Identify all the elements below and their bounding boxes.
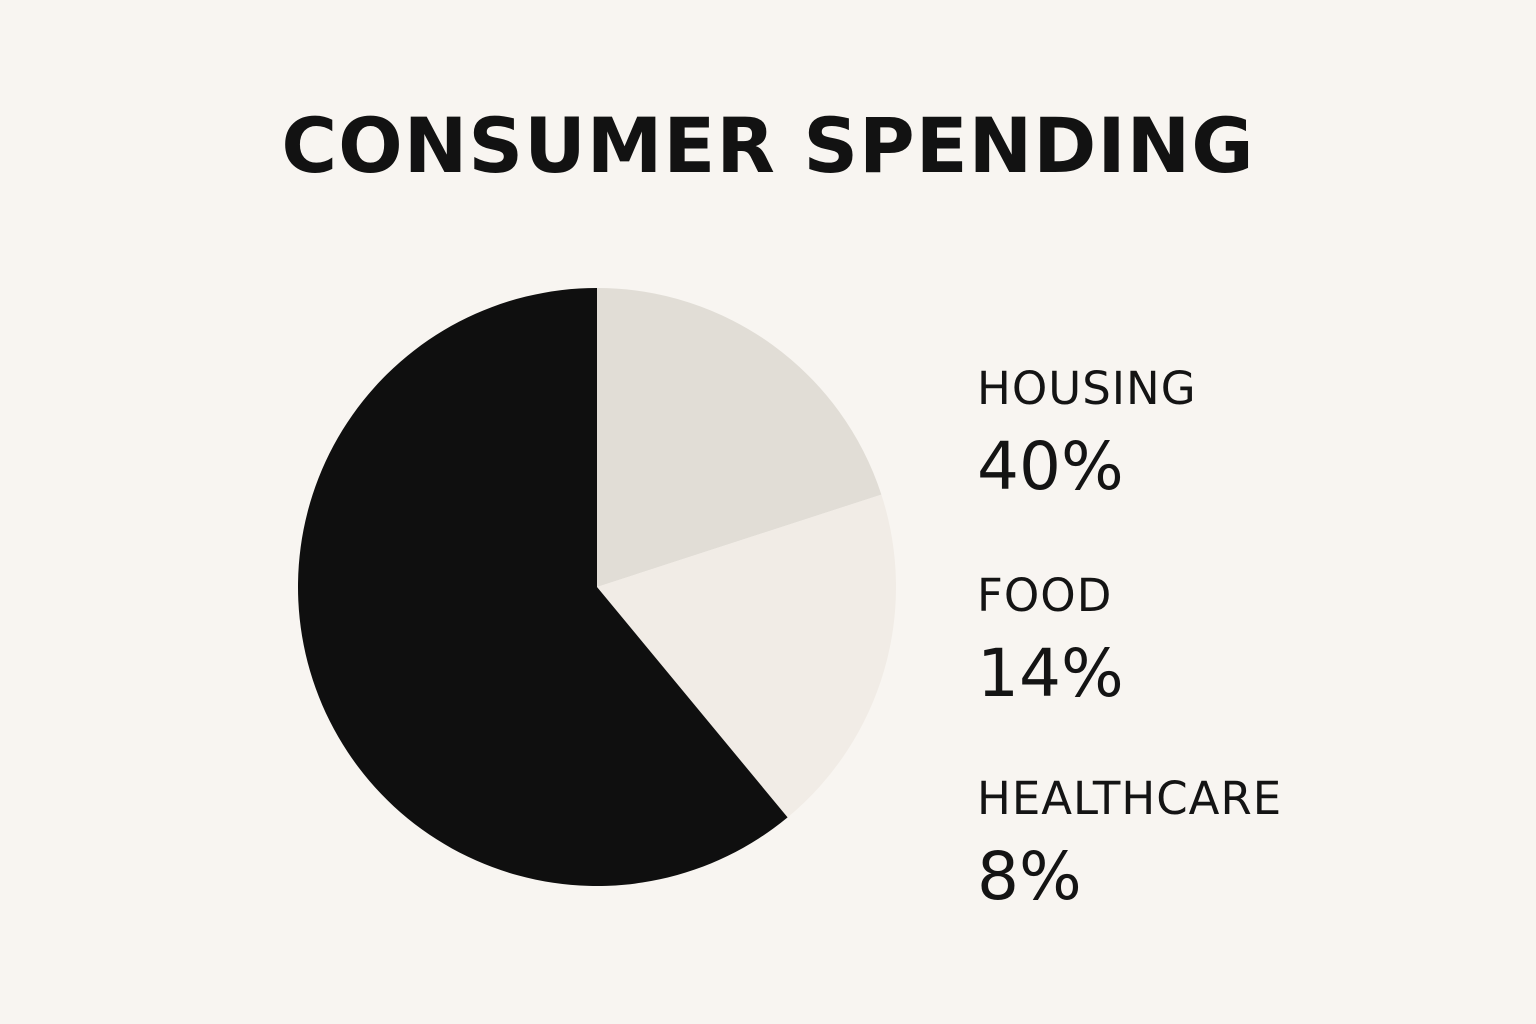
legend-label-housing: HOUSING — [977, 362, 1197, 415]
chart-title: CONSUMER SPENDING — [281, 101, 1255, 190]
pie-slice-food — [597, 494, 897, 818]
legend-value-healthcare: 8% — [977, 838, 1082, 915]
legend-item-housing: HOUSING 40% — [977, 360, 1197, 510]
legend-value-housing: 40% — [977, 428, 1124, 505]
pie-slice-housing — [297, 288, 788, 886]
legend-item-healthcare: HEALTHCARE 8% — [977, 770, 1282, 920]
pie-slices — [297, 288, 897, 886]
legend-label-healthcare: HEALTHCARE — [977, 772, 1283, 825]
pie-slice-healthcare — [597, 288, 882, 587]
legend-item-food: FOOD 14% — [977, 567, 1124, 717]
legend-label-food: FOOD — [977, 569, 1113, 622]
legend-value-food: 14% — [977, 635, 1124, 712]
